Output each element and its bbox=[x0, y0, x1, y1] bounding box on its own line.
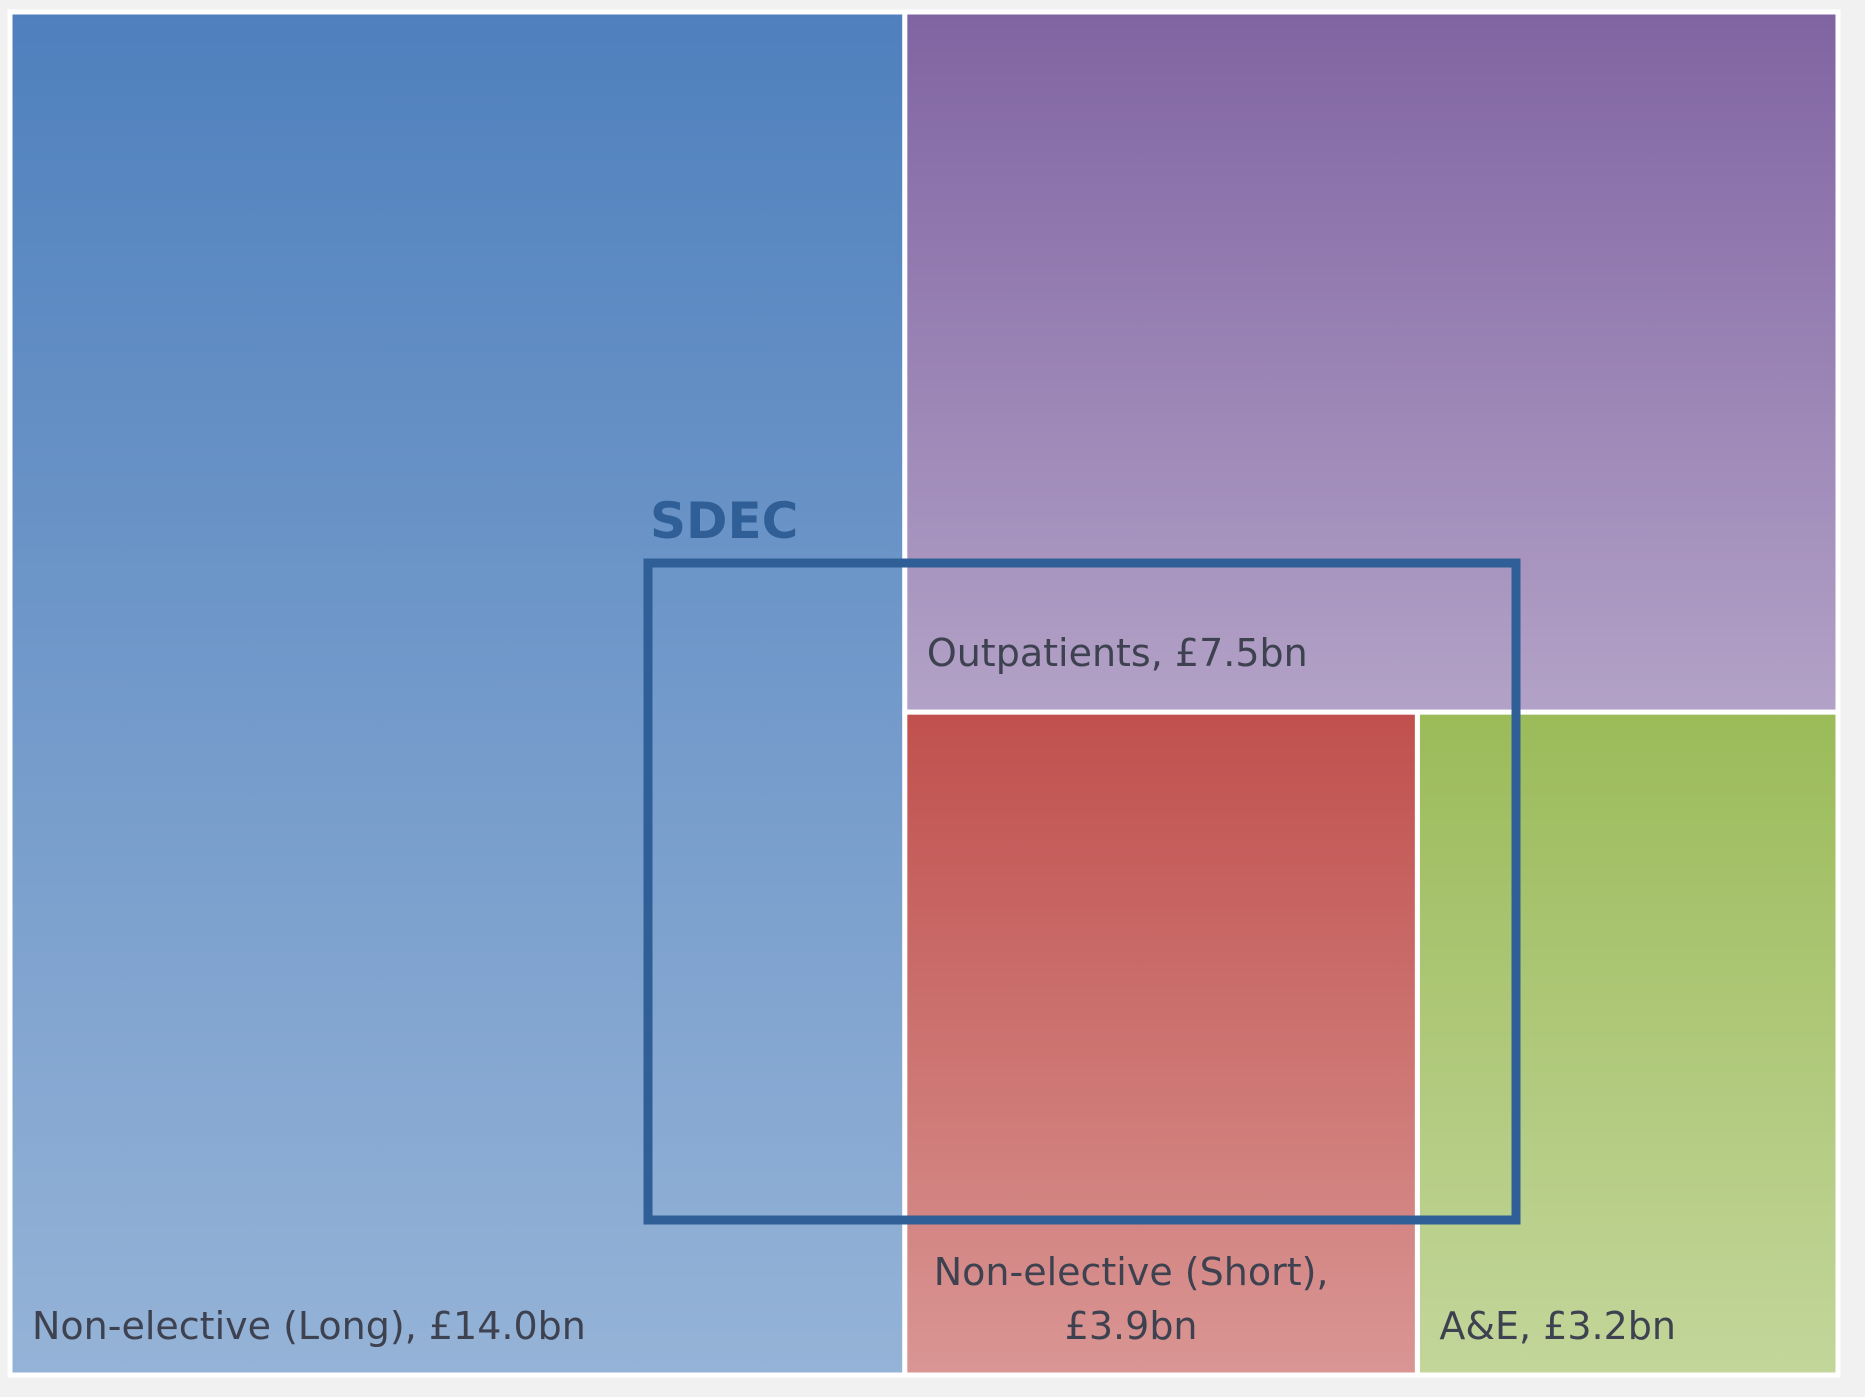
tile-ae bbox=[1414, 709, 1841, 1378]
label-outpatients: Outpatients, £7.5bn bbox=[927, 631, 1308, 675]
tile-nel-short bbox=[902, 709, 1420, 1378]
tile-nel-long bbox=[7, 9, 908, 1378]
sdec-label: SDEC bbox=[650, 492, 798, 550]
label-nel-long: Non-elective (Long), £14.0bn bbox=[32, 1304, 586, 1348]
sdec-box bbox=[643, 558, 1521, 1225]
label-ae: A&E, £3.2bn bbox=[1439, 1304, 1676, 1348]
label-nel-short-line1: Non-elective (Short), bbox=[934, 1250, 1329, 1294]
tile-outpatients bbox=[902, 9, 1841, 715]
label-nel-short-line2: £3.9bn bbox=[1065, 1304, 1198, 1348]
